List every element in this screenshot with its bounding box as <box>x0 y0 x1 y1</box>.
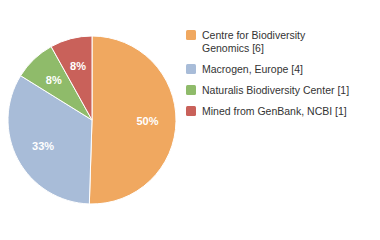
legend-label-line: Centre for Biodiversity <box>202 29 306 41</box>
legend-label-line: Mined from GenBank, NCBI [1] <box>202 105 347 117</box>
legend-label-line: Macrogen, Europe [4] <box>202 63 303 75</box>
legend-label-line: Naturalis Biodiversity Center [1] <box>202 84 349 96</box>
legend-label: Macrogen, Europe [4] <box>202 63 303 75</box>
data-label: 50% <box>136 115 158 127</box>
data-label: 33% <box>32 140 54 152</box>
data-label: 8% <box>70 60 86 72</box>
legend-label: Centre for BiodiversityGenomics [6] <box>202 29 306 54</box>
data-label: 8% <box>46 74 62 86</box>
pie-slice <box>89 36 176 204</box>
legend-swatch <box>186 30 196 40</box>
legend-swatch <box>186 106 196 116</box>
legend-swatch <box>186 64 196 74</box>
legend-label: Naturalis Biodiversity Center [1] <box>202 84 349 96</box>
data-labels: 50% 33% 8% 8% <box>32 60 159 152</box>
chart: 50% 33% 8% 8% Centre for BiodiversityGenomic… <box>0 0 380 240</box>
legend: Centre for BiodiversityGenomics [6] Macro… <box>186 29 349 117</box>
legend-label-line: Genomics [6] <box>202 42 264 54</box>
legend-swatch <box>186 85 196 95</box>
legend-label: Mined from GenBank, NCBI [1] <box>202 105 347 117</box>
pie <box>8 36 176 204</box>
